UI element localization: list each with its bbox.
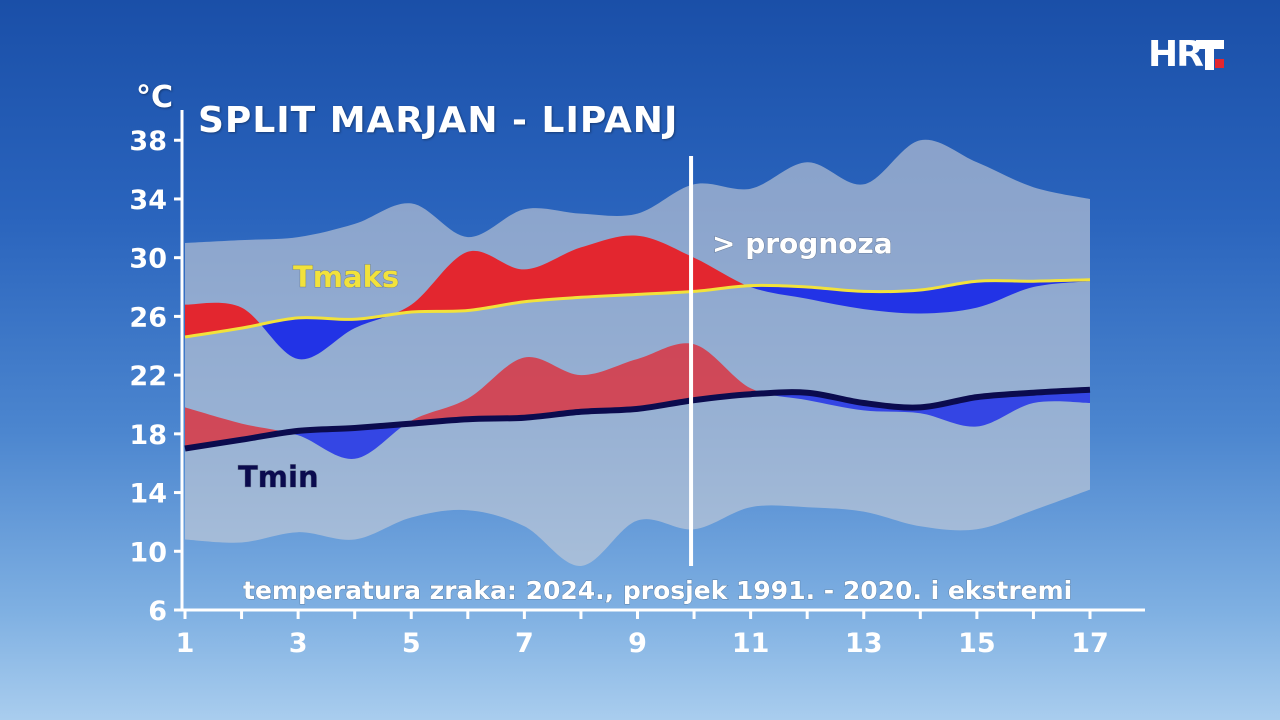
- x-tick-label: 9: [628, 628, 647, 659]
- y-tick-label: 6: [148, 596, 167, 627]
- y-tick-label: 26: [129, 302, 167, 333]
- tmaks-average-line: [184, 278, 1091, 339]
- logo-t-mark: [1196, 40, 1224, 70]
- extremes-band: [185, 139, 1090, 567]
- average-lines-layer: [184, 278, 1091, 452]
- x-tick-label: 5: [402, 628, 421, 659]
- y-tick-label: 22: [129, 361, 167, 392]
- tmin-label: Tmin: [238, 460, 319, 494]
- x-tick-label: 15: [958, 628, 996, 659]
- y-axis-unit: °C: [136, 80, 174, 115]
- tmaks-label: Tmaks: [293, 260, 399, 294]
- tmax-below-average-area: [185, 279, 1090, 360]
- y-tick-label: 30: [129, 244, 167, 275]
- chart-title: SPLIT MARJAN - LIPANJ: [198, 100, 679, 141]
- y-tick-label: 18: [129, 420, 167, 451]
- extremes-band-layer: [185, 139, 1090, 567]
- logo-text: HR: [1148, 34, 1204, 75]
- tmin-above-average-area: [185, 343, 1090, 449]
- y-tick-label: 38: [129, 126, 167, 157]
- x-tick-label: 17: [1071, 628, 1109, 659]
- chart-caption: temperatura zraka: 2024., prosjek 1991. …: [243, 576, 1072, 605]
- hrt-logo: HR: [1148, 36, 1224, 74]
- anomaly-fills-layer: [185, 235, 1090, 459]
- y-tick-label: 34: [129, 185, 167, 216]
- y-tick-label: 10: [129, 537, 167, 568]
- tmin-average-line: [184, 386, 1091, 452]
- x-tick-label: 1: [176, 628, 195, 659]
- forecast-label: > prognoza: [712, 227, 893, 260]
- x-tick-label: 7: [515, 628, 534, 659]
- x-tick-label: 13: [845, 628, 883, 659]
- labels-layer: > prognoza Tmaks Tmin temperatura zraka: 20…: [238, 227, 1073, 606]
- x-tick-label: 3: [289, 628, 308, 659]
- y-tick-label: 14: [129, 479, 167, 510]
- x-tick-label: 11: [732, 628, 770, 659]
